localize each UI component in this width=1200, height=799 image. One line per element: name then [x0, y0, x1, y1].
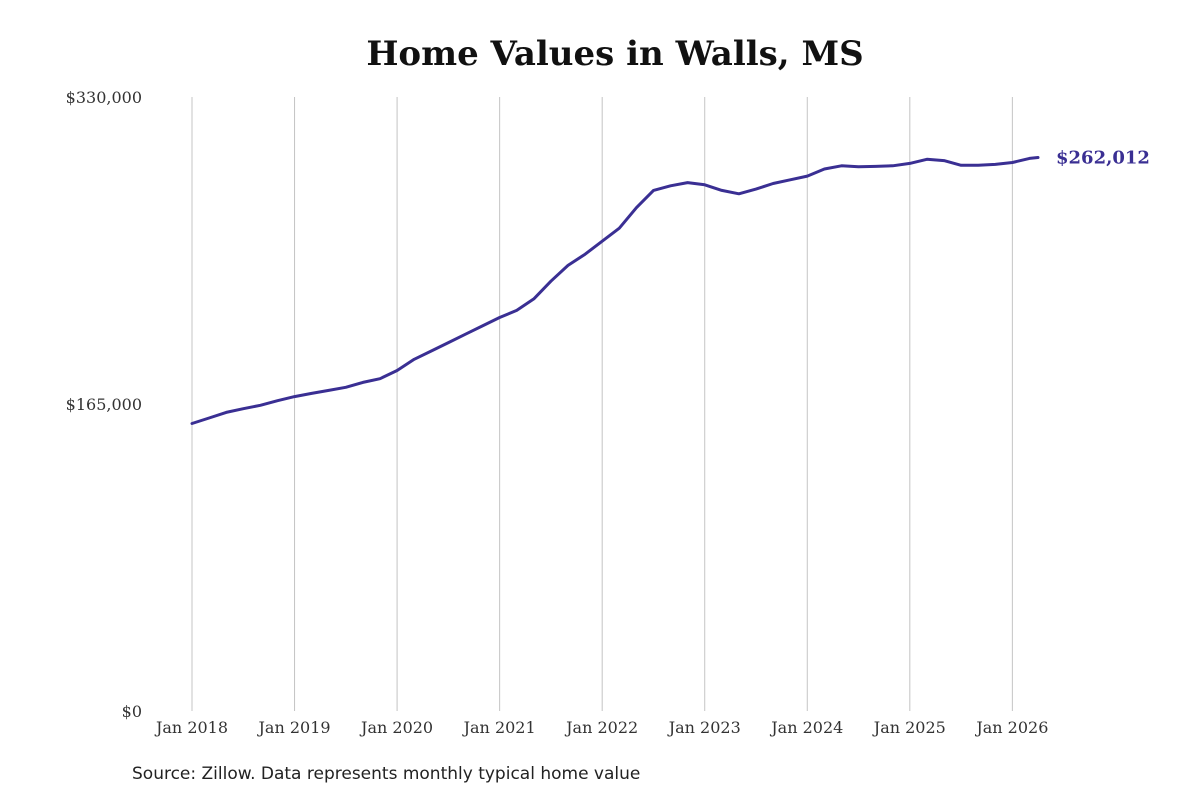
y-tick-label: $165,000 [66, 395, 142, 414]
gridlines [191, 97, 1013, 711]
x-tick-label: Jan 2023 [667, 718, 741, 737]
y-tick-label: $0 [122, 702, 142, 721]
x-tick-label: Jan 2018 [154, 718, 228, 737]
chart-title: Home Values in Walls, MS [366, 34, 864, 74]
x-axis-tick-labels: Jan 2018 Jan 2019 Jan 2020 Jan 2021 Jan 2022… [154, 718, 1048, 737]
x-tick-label: Jan 2019 [257, 718, 331, 737]
y-tick-label: $330,000 [66, 88, 142, 107]
series-line [190, 156, 1040, 425]
x-tick-label: Jan 2026 [974, 718, 1048, 737]
end-label-layer: $262,012 [1056, 147, 1150, 168]
x-tick-label: Jan 2025 [872, 718, 946, 737]
source-note: Source: Zillow. Data represents monthly … [132, 764, 641, 784]
y-axis-tick-labels: $0 $165,000 $330,000 [66, 88, 142, 721]
x-tick-label: Jan 2022 [564, 718, 638, 737]
end-value-label: $262,012 [1056, 147, 1150, 168]
series-layer [190, 156, 1040, 425]
x-tick-label: Jan 2021 [462, 718, 536, 737]
x-tick-label: Jan 2020 [359, 718, 433, 737]
x-tick-label: Jan 2024 [769, 718, 843, 737]
